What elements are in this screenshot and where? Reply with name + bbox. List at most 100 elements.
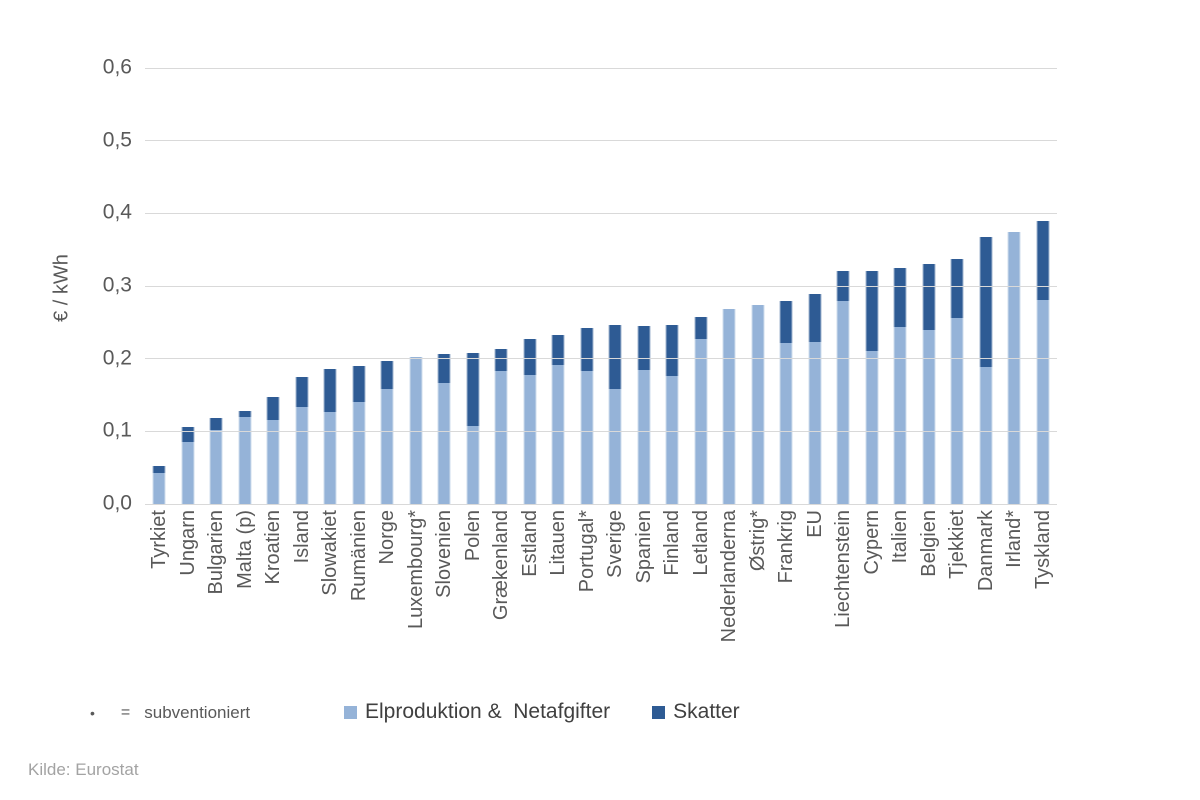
bar-segment-elproduktion	[893, 326, 907, 504]
footnote: • = subventioniert	[90, 703, 250, 723]
legend-item-skatter: Skatter	[652, 700, 740, 724]
bar-segment-elproduktion	[751, 304, 765, 504]
y-tick-label: 0,5	[102, 128, 132, 152]
x-label-slot: Belgien	[915, 510, 944, 695]
bar-group	[1000, 68, 1029, 504]
legend-label-elproduktion: Elproduktion & Netafgifter	[365, 700, 611, 723]
x-axis-label: Estland	[518, 510, 541, 577]
bar-segment-elproduktion	[1036, 299, 1050, 504]
bar-segment-skatter	[266, 397, 280, 420]
x-axis-label: Tyrkiet	[148, 510, 171, 569]
bar-group	[345, 68, 374, 504]
bar-group	[259, 68, 288, 504]
bars-container	[145, 68, 1057, 504]
bar-segment-elproduktion	[266, 419, 280, 504]
x-axis-label: Tjekkiet	[946, 510, 969, 579]
bar-segment-skatter	[865, 270, 879, 352]
stacked-bar-Portugal*	[580, 328, 594, 504]
bar-segment-elproduktion	[380, 389, 394, 504]
x-label-slot: Polen	[459, 510, 488, 695]
stacked-bar-Island	[295, 376, 309, 504]
bar-segment-elproduktion	[181, 441, 195, 504]
y-tick-label: 0,3	[102, 273, 132, 297]
gridline-0,1	[145, 430, 1057, 432]
x-label-slot: Grækenland	[487, 510, 516, 695]
x-label-slot: Bulgarien	[202, 510, 231, 695]
bar-group	[202, 68, 231, 504]
x-label-slot: Frankrig	[772, 510, 801, 695]
bar-group	[915, 68, 944, 504]
gridline-0,6	[145, 67, 1057, 69]
bar-segment-elproduktion	[950, 317, 964, 504]
bar-segment-skatter	[209, 418, 223, 430]
x-axis-label: Liechtenstein	[832, 510, 855, 628]
bar-segment-elproduktion	[608, 389, 622, 504]
x-axis-label: Letland	[689, 510, 712, 576]
x-label-slot: EU	[801, 510, 830, 695]
bar-group	[288, 68, 317, 504]
bar-segment-skatter	[494, 349, 508, 372]
bar-segment-elproduktion	[580, 371, 594, 504]
x-axis-label: Frankrig	[775, 510, 798, 584]
x-axis-label: Ungarn	[176, 510, 199, 576]
bar-segment-elproduktion	[665, 376, 679, 504]
stacked-bar-Slowakiet	[323, 368, 337, 504]
bar-group	[402, 68, 431, 504]
bar-group	[231, 68, 260, 504]
stacked-bar-Italien	[893, 267, 907, 504]
bar-group	[886, 68, 915, 504]
bar-segment-skatter	[437, 353, 451, 384]
stacked-bar-Ungarn	[181, 426, 195, 504]
y-axis-title: € / kWh	[50, 254, 73, 322]
bar-group	[316, 68, 345, 504]
gridline-0,2	[145, 358, 1057, 360]
x-label-slot: Liechtenstein	[829, 510, 858, 695]
stacked-bar-EU	[808, 294, 822, 504]
stacked-bar-Luxembourg*	[409, 356, 423, 504]
stacked-bar-Grækenland	[494, 349, 508, 504]
x-label-slot: Luxembourg*	[402, 510, 431, 695]
x-label-slot: Litauen	[544, 510, 573, 695]
bar-group	[943, 68, 972, 504]
stacked-bar-Cypern	[865, 270, 879, 504]
stacked-bar-Belgien	[922, 264, 936, 504]
x-axis-label: Danmark	[974, 510, 997, 592]
bar-segment-skatter	[808, 294, 822, 342]
bar-segment-skatter	[551, 335, 565, 366]
x-axis-label: EU	[803, 510, 826, 538]
bar-group	[174, 68, 203, 504]
x-label-slot: Italien	[886, 510, 915, 695]
x-label-slot: Spanien	[630, 510, 659, 695]
bar-segment-elproduktion	[694, 339, 708, 504]
stacked-bar-Rumänien	[352, 365, 366, 504]
gridline-0,0	[145, 503, 1057, 505]
stacked-bar-Tjekkiet	[950, 259, 964, 504]
bar-segment-elproduktion	[437, 383, 451, 504]
stacked-bar-Bulgarien	[209, 418, 223, 504]
bar-group	[658, 68, 687, 504]
x-label-slot: Sverige	[601, 510, 630, 695]
x-axis-label: Bulgarien	[205, 510, 228, 595]
bar-group	[601, 68, 630, 504]
bar-segment-elproduktion	[922, 329, 936, 504]
x-axis-label: Italien	[889, 510, 912, 564]
stacked-bar-Finland	[665, 324, 679, 504]
bar-segment-elproduktion	[979, 366, 993, 504]
x-label-slot: Island	[288, 510, 317, 695]
x-label-slot: Kroatien	[259, 510, 288, 695]
bar-segment-elproduktion	[209, 429, 223, 504]
bar-segment-skatter	[665, 324, 679, 377]
bar-segment-skatter	[352, 365, 366, 403]
bar-segment-elproduktion	[295, 406, 309, 504]
stacked-bar-Slovenien	[437, 353, 451, 504]
bar-segment-elproduktion	[466, 426, 480, 504]
bar-segment-skatter	[1036, 220, 1050, 300]
bar-segment-elproduktion	[323, 411, 337, 504]
x-label-slot: Letland	[687, 510, 716, 695]
bar-group	[687, 68, 716, 504]
bar-segment-elproduktion	[352, 402, 366, 504]
stacked-bar-Sverige	[608, 325, 622, 504]
x-label-slot: Slowakiet	[316, 510, 345, 695]
bar-segment-skatter	[466, 352, 480, 427]
x-axis-label: Belgien	[917, 510, 940, 577]
